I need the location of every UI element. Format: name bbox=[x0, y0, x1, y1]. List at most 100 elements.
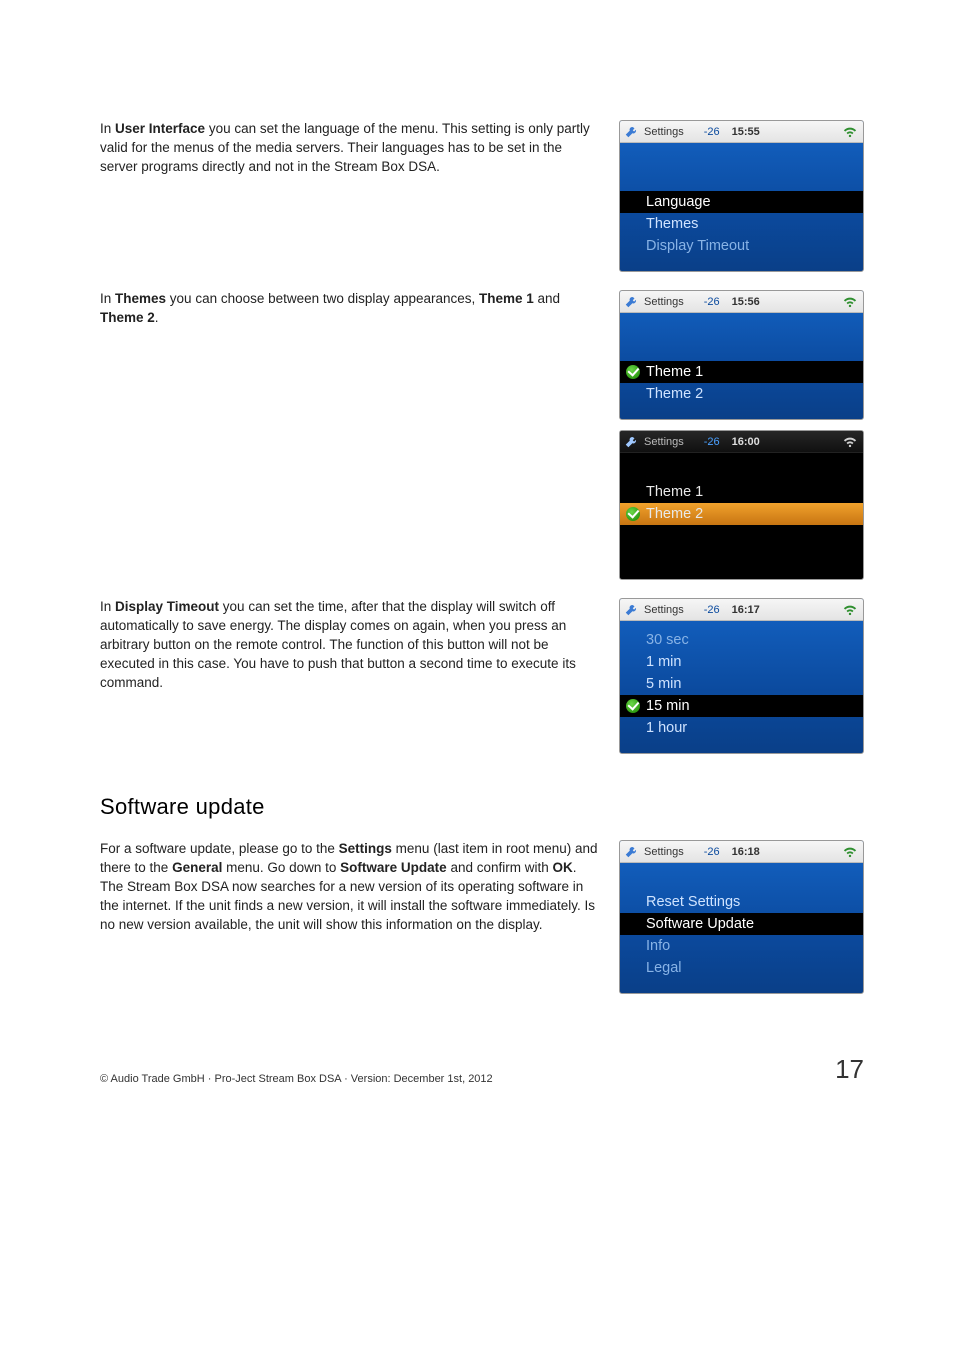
status-volume: -26 bbox=[704, 296, 720, 308]
status-volume: -26 bbox=[704, 604, 720, 616]
txt-bold: General bbox=[172, 860, 222, 875]
menu-item-label: 15 min bbox=[646, 698, 690, 714]
txt: and confirm with bbox=[447, 860, 553, 875]
menu-item[interactable]: Software Update bbox=[620, 913, 863, 935]
menu-item-label: Display Timeout bbox=[646, 238, 749, 254]
wrench-icon bbox=[624, 125, 638, 139]
screenshot-themes-2: Settings -26 16:00 Theme 1 Theme 2 bbox=[619, 430, 864, 580]
text-software-update: For a software update, please go to the … bbox=[100, 840, 599, 994]
heading-software-update: Software update bbox=[100, 794, 864, 820]
menu-item-label: 1 hour bbox=[646, 720, 687, 736]
menu-item[interactable]: 15 min bbox=[620, 695, 863, 717]
menu-item[interactable]: Theme 2 bbox=[620, 383, 863, 405]
txt: you can choose between two display appea… bbox=[166, 291, 479, 306]
txt-bold: Theme 1 bbox=[479, 291, 534, 306]
wrench-icon bbox=[624, 295, 638, 309]
row-display-timeout: In Display Timeout you can set the time,… bbox=[100, 598, 864, 754]
menu-item-label: Software Update bbox=[646, 916, 754, 932]
menu-item[interactable]: Info bbox=[620, 935, 863, 957]
menu-item-label: Language bbox=[646, 194, 711, 210]
menu-item-label: 30 sec bbox=[646, 632, 689, 648]
row-software-update: For a software update, please go to the … bbox=[100, 840, 864, 994]
menu-item[interactable]: Display Timeout bbox=[620, 235, 863, 257]
txt: . bbox=[155, 310, 159, 325]
menu-item[interactable]: Legal bbox=[620, 957, 863, 979]
wifi-icon bbox=[843, 845, 857, 859]
shot-col: Settings -26 16:18 Reset Settings Software U… bbox=[619, 840, 864, 994]
menu-item[interactable]: 1 min bbox=[620, 651, 863, 673]
txt-bold: Theme 2 bbox=[100, 310, 155, 325]
status-volume: -26 bbox=[704, 126, 720, 138]
status-volume: -26 bbox=[704, 846, 720, 858]
copyright-text: © Audio Trade GmbH · Pro-Ject Stream Box… bbox=[100, 1073, 493, 1085]
menu-item-label: Theme 2 bbox=[646, 386, 703, 402]
status-volume: -26 bbox=[704, 436, 720, 448]
shot-col: Settings -26 16:17 30 sec 1 min 5 min 15 min 1 … bbox=[619, 598, 864, 754]
check-icon bbox=[626, 699, 640, 713]
wifi-icon bbox=[843, 603, 857, 617]
menu-item[interactable]: Theme 1 bbox=[620, 481, 863, 503]
screenshot-software-update: Settings -26 16:18 Reset Settings Software U… bbox=[619, 840, 864, 994]
shot-col: Settings -26 15:56 Theme 1 Theme 2 Settings -… bbox=[619, 290, 864, 580]
txt: menu. Go down to bbox=[222, 860, 340, 875]
menu-item[interactable]: Reset Settings bbox=[620, 891, 863, 913]
text-display-timeout: In Display Timeout you can set the time,… bbox=[100, 598, 599, 754]
menu-item-label: 5 min bbox=[646, 676, 681, 692]
screenshot-display-timeout: Settings -26 16:17 30 sec 1 min 5 min 15 min 1 … bbox=[619, 598, 864, 754]
wifi-icon bbox=[843, 295, 857, 309]
screenshot-user-interface: Settings -26 15:55 Language Themes Display Ti… bbox=[619, 120, 864, 272]
txt: and bbox=[534, 291, 560, 306]
menu-item-label: Info bbox=[646, 938, 670, 954]
menu-item-label: Legal bbox=[646, 960, 681, 976]
menu: Theme 1 Theme 2 bbox=[620, 453, 863, 579]
check-icon bbox=[626, 507, 640, 521]
wifi-icon bbox=[843, 435, 857, 449]
status-time: 15:55 bbox=[732, 126, 760, 138]
menu-item[interactable]: Theme 2 bbox=[620, 503, 863, 525]
txt: For a software update, please go to the bbox=[100, 841, 339, 856]
statusbar: Settings -26 16:17 bbox=[620, 599, 863, 621]
row-user-interface: In User Interface you can set the langua… bbox=[100, 120, 864, 272]
text-themes: In Themes you can choose between two dis… bbox=[100, 290, 599, 580]
shot-col: Settings -26 15:55 Language Themes Display Ti… bbox=[619, 120, 864, 272]
menu-item-label: Theme 1 bbox=[646, 484, 703, 500]
txt-bold: OK bbox=[553, 860, 573, 875]
status-time: 15:56 bbox=[732, 296, 760, 308]
page-number: 17 bbox=[835, 1054, 864, 1085]
status-title: Settings bbox=[644, 436, 684, 448]
menu-item-label: 1 min bbox=[646, 654, 681, 670]
statusbar: Settings -26 16:18 bbox=[620, 841, 863, 863]
txt: In bbox=[100, 599, 115, 614]
status-time: 16:17 bbox=[732, 604, 760, 616]
txt-bold: Themes bbox=[115, 291, 166, 306]
status-time: 16:18 bbox=[732, 846, 760, 858]
menu-item[interactable]: Themes bbox=[620, 213, 863, 235]
menu-item[interactable]: 5 min bbox=[620, 673, 863, 695]
menu: Reset Settings Software Update Info Legal bbox=[620, 863, 863, 993]
menu-item-label: Theme 1 bbox=[646, 364, 703, 380]
wrench-icon bbox=[624, 603, 638, 617]
menu-item[interactable]: 30 sec bbox=[620, 629, 863, 651]
check-icon bbox=[626, 365, 640, 379]
menu-item-label: Theme 2 bbox=[646, 506, 703, 522]
txt: In bbox=[100, 121, 115, 136]
menu-item[interactable]: Theme 1 bbox=[620, 361, 863, 383]
menu-item[interactable]: 1 hour bbox=[620, 717, 863, 739]
menu-item-label: Themes bbox=[646, 216, 698, 232]
wrench-icon bbox=[624, 435, 638, 449]
page-footer: © Audio Trade GmbH · Pro-Ject Stream Box… bbox=[100, 1054, 864, 1085]
screenshot-themes-1: Settings-2615:56Theme 1Theme 2 bbox=[619, 290, 864, 420]
menu-item-label: Reset Settings bbox=[646, 894, 740, 910]
statusbar: Settings-2615:56 bbox=[620, 291, 863, 313]
wrench-icon bbox=[624, 845, 638, 859]
menu: Theme 1 Theme 2 bbox=[620, 313, 863, 419]
menu-item[interactable]: Language bbox=[620, 191, 863, 213]
statusbar: Settings -26 15:55 bbox=[620, 121, 863, 143]
status-time: 16:00 bbox=[732, 436, 760, 448]
txt-bold: Display Timeout bbox=[115, 599, 219, 614]
status-title: Settings bbox=[644, 604, 684, 616]
text-user-interface: In User Interface you can set the langua… bbox=[100, 120, 599, 272]
status-title: Settings bbox=[644, 846, 684, 858]
status-title: Settings bbox=[644, 126, 684, 138]
txt-bold: Settings bbox=[339, 841, 392, 856]
